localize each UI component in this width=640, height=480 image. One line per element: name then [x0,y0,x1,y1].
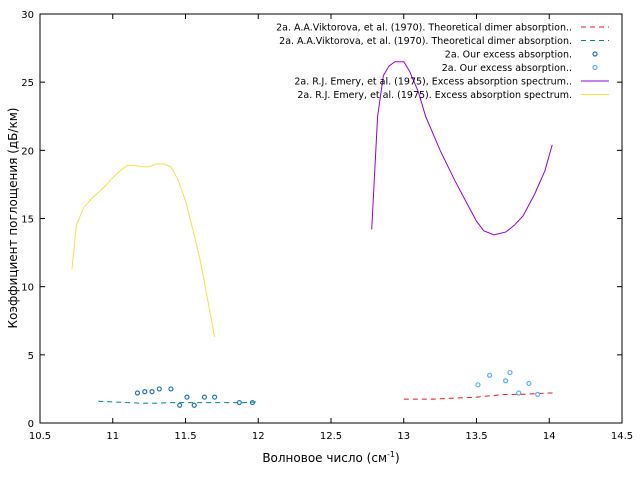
data-point [516,390,522,396]
series-3 [134,386,256,408]
legend-swatch [592,51,598,57]
data-point [201,394,208,400]
data-point [503,378,509,384]
series-line [403,392,557,400]
legend-item: 2a. R.J. Emery, et al. (1975). Excess ab… [297,90,609,101]
data-point [507,369,513,376]
data-point [535,391,541,397]
x-tick-label: 14 [543,431,556,442]
axes: 10.5 11 11.5 12 12.5 13 13.5 14 14.5 0 5 10 15 20 25 30 [21,10,633,442]
data-point [191,402,197,408]
legend-label: 2a. Our excess absorption.. [442,63,572,74]
series-group [71,61,557,408]
y-tick-label: 15 [21,215,34,226]
series-1 [403,392,557,400]
legend-label: 2a. A.A.Viktorova, et al. (1970). Theore… [276,23,572,34]
y-tick-label: 20 [21,146,34,157]
y-tick-label: 25 [21,78,34,89]
series-5 [371,61,553,236]
series-line [98,400,259,404]
series-4 [475,369,541,397]
data-point [156,386,162,392]
data-point [236,399,242,406]
y-axis-label: Коэффициент поглощения (дБ/км) [6,108,20,329]
legend-label: 2a. A.A.Viktorova, et al. (1970). Theore… [279,36,572,47]
y-tick-label: 5 [28,351,34,362]
x-tick-label: 12 [252,431,265,442]
legend-item: 2a. R.J. Emery, et al. (1975), Excess ab… [294,77,609,88]
x-tick-label: 11.5 [174,431,196,442]
data-point [168,386,174,392]
x-tick-label: 11 [106,431,119,442]
data-point [134,390,141,396]
data-point [149,389,155,395]
data-point [475,382,481,388]
x-tick-label: 10.5 [29,431,51,442]
series-line [371,61,553,236]
x-tick-label: 14.5 [611,431,633,442]
data-point [184,394,190,400]
series-line [71,163,216,338]
data-point [177,402,183,408]
x-tick-label: 13 [397,431,410,442]
legend-item: 2a. A.A.Viktorova, et al. (1970). Theore… [276,23,609,34]
x-tick-label: 12.5 [320,431,342,442]
x-axis-label: Волновое число (см-1) [262,450,399,465]
data-point [526,380,532,387]
plot-frame [39,13,623,424]
legend: 2a. A.A.Viktorova, et al. (1970). Theore… [276,23,609,101]
data-point [486,372,493,378]
x-tick-label: 13.5 [465,431,487,442]
legend-label: 2a. Our excess absorption. [445,50,572,61]
data-point [142,389,148,395]
legend-item: 2a. Our excess absorption. [445,50,598,61]
y-tick-label: 0 [28,419,34,430]
data-point [212,394,218,400]
y-tick-label: 10 [21,283,34,294]
legend-item: 2a. Our excess absorption.. [442,63,598,74]
legend-item: 2a. A.A.Viktorova, et al. (1970). Theore… [279,36,609,47]
legend-swatch [592,64,598,71]
series-2 [98,400,259,404]
data-point [249,399,256,406]
y-tick-label: 30 [21,10,34,21]
legend-label: 2a. R.J. Emery, et al. (1975), Excess ab… [294,77,572,88]
series-6 [71,163,216,338]
legend-label: 2a. R.J. Emery, et al. (1975). Excess ab… [297,90,572,101]
